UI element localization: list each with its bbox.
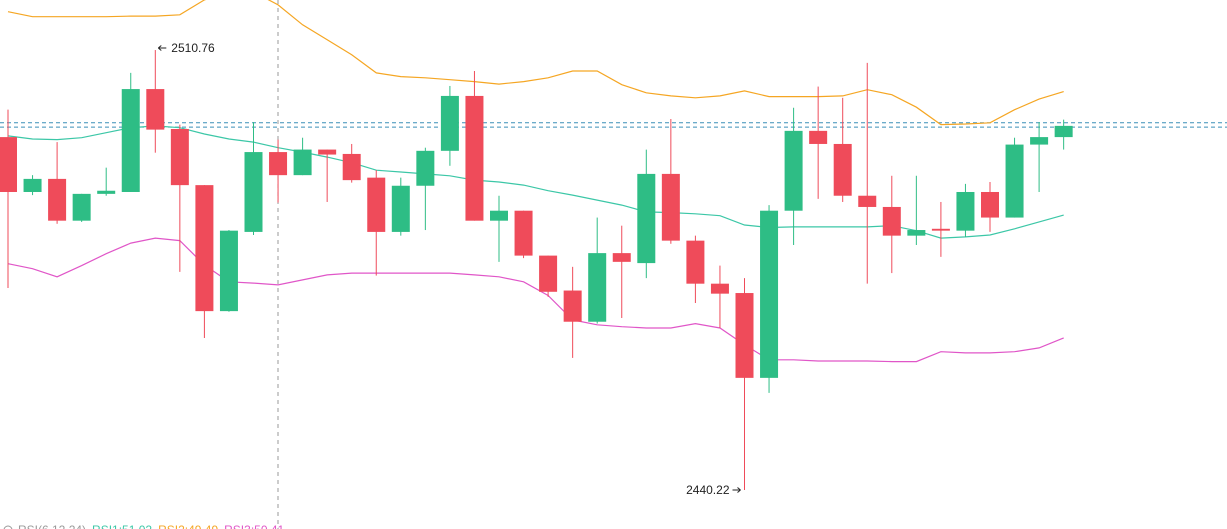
candle-body	[637, 173, 656, 264]
candle-body	[367, 177, 386, 232]
candle-body	[342, 153, 361, 181]
candle-body	[293, 149, 312, 176]
candle-body	[391, 185, 410, 232]
candle-body	[931, 228, 950, 231]
candle-body	[907, 230, 926, 236]
candle-body	[1030, 137, 1049, 145]
candle-body	[563, 290, 582, 322]
candle-body	[1005, 144, 1024, 218]
candle-body	[588, 253, 607, 322]
candle-body	[195, 185, 214, 312]
candle-body	[686, 240, 705, 284]
low-label: 2440.22	[686, 483, 730, 497]
indicator-label: RSI3:50.41	[224, 523, 284, 529]
indicator-icon	[3, 525, 13, 529]
indicator-label: RSI1:51.02	[92, 523, 152, 529]
candle-body	[318, 149, 337, 155]
indicator-label: RSI(6,12,24)	[18, 523, 86, 529]
candle-body	[612, 253, 631, 262]
candle-body	[956, 191, 975, 231]
candle-body	[661, 173, 680, 241]
candle-body	[72, 193, 91, 221]
band-line	[7, 237, 1064, 363]
candle-body	[735, 293, 754, 378]
candle-body	[440, 95, 459, 151]
candle-body	[1054, 125, 1073, 138]
candle-body	[146, 89, 165, 130]
candle-body	[784, 130, 803, 211]
candle-body	[833, 143, 852, 196]
candle-body	[0, 137, 17, 192]
candle-body	[981, 191, 999, 218]
high-label: 2510.76	[171, 41, 215, 55]
candle-body	[269, 152, 288, 176]
candle-body	[809, 130, 828, 144]
candle-body	[514, 210, 533, 256]
candle-body	[244, 152, 263, 232]
candle-body	[710, 283, 729, 294]
candle-body	[219, 230, 238, 312]
candle-body	[97, 190, 116, 194]
candle-body	[170, 128, 189, 186]
candle-body	[882, 206, 901, 236]
band-line	[7, 125, 1064, 239]
candle-body	[48, 178, 67, 221]
candle-body	[121, 89, 140, 192]
annotation-arrow	[732, 487, 741, 493]
indicator-label: RSI2:49.49	[158, 523, 218, 529]
candle-body	[416, 150, 435, 186]
annotation-arrow	[157, 45, 167, 51]
candle-body	[539, 255, 558, 292]
candle-body	[490, 210, 508, 221]
band-line	[7, 0, 1064, 126]
candle-body	[858, 195, 877, 207]
candle-body	[760, 210, 779, 378]
candle-body	[465, 95, 484, 221]
candle-body	[23, 178, 42, 192]
